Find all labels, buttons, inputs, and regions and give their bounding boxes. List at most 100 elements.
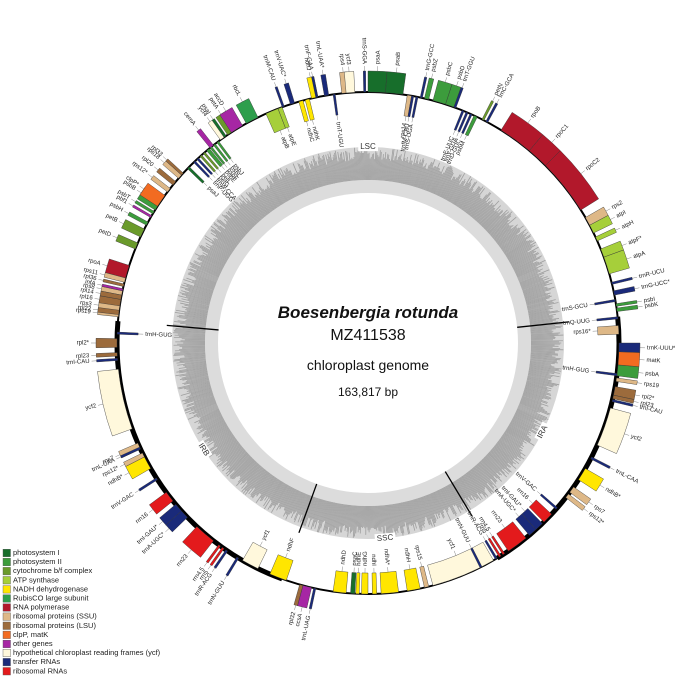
gene-leader [635,395,640,396]
gene-leader [516,513,519,517]
gene-leader [209,177,212,181]
gene-label: psbK [644,302,658,310]
legend-swatch [3,595,11,603]
legend-swatch [3,586,11,594]
gene-label: atpA [633,251,647,261]
gene-leader [465,135,467,140]
gene-label: rpoB [530,106,542,120]
gene-leader [227,161,230,165]
gc-spike [372,506,373,528]
gene-leader [634,401,639,402]
gene-leader [301,607,302,612]
gene-leader [637,383,642,384]
gene-label: ndhH [403,548,412,563]
gene-label: ndhB* [107,474,125,487]
gene-leader [412,117,413,122]
gene-box [386,72,406,95]
gene-box [617,305,638,311]
gene-label: atpF* [628,235,644,246]
gene-label: rps19 [643,381,659,389]
gene-label: trnT-UGU [334,122,343,148]
gene-leader [154,167,158,170]
gene-box [321,74,329,95]
gene-leader [627,257,632,259]
gene-leader [224,164,227,168]
gene-leader [521,508,524,512]
gene-label: petD [98,228,113,239]
gene-box [275,87,284,108]
gene-box [545,151,598,210]
region-label: LSC [360,142,376,151]
gene-leader [426,72,427,77]
gene-leader [453,130,455,135]
gene-label: ycf1 [446,538,456,551]
gene-leader [638,306,643,307]
gene-leader [102,264,107,265]
gene-label: psbA [645,371,659,378]
gene-label: trnH-GUG [562,365,590,374]
gene-label: matK [646,358,660,365]
gene-leader [210,115,213,119]
gene-leader [537,491,541,494]
gene-leader [131,199,135,202]
region-label: SSC [376,533,393,543]
gene-leader [120,464,124,466]
gene-label: rrn23 [176,553,190,568]
gene-leader [196,126,199,130]
genome-length: 163,817 bp [338,385,398,399]
gene-leader [633,405,638,406]
gene-label: rbcL [231,84,242,98]
gene-leader [98,404,103,405]
gene-leader [483,536,486,540]
gene-leader [460,133,462,138]
gene-label: atpH [621,220,635,231]
gene-box [380,571,399,593]
gene-leader [98,279,103,280]
legend-label: ATP synthase [13,575,59,584]
gene-leader [409,564,410,569]
description: chloroplast genome [307,357,429,373]
gene-leader [93,312,98,313]
gene-leader [260,542,262,546]
legend-swatch [3,640,11,648]
gene-leader [342,567,343,572]
gene-box [350,572,355,593]
gene-box [596,371,617,376]
gene-leader [457,81,459,86]
gene-label: ndhG [363,551,369,566]
gene-leader [590,304,595,305]
gene-leader [97,284,102,285]
legend-swatch [3,649,11,657]
gene-box [597,325,618,334]
gene-box [97,358,118,362]
gene-leader [230,159,233,163]
gene-box [361,573,368,594]
gene-leader [212,174,215,178]
gene-box [368,71,387,93]
gene-leader [610,468,614,470]
gene-label: ndhA* [382,549,389,566]
gene-label: psaA [375,50,381,64]
gene-label: rpoC1 [555,123,571,140]
gene-leader [322,70,323,75]
legend-swatch [3,577,11,585]
gene-leader [552,139,555,143]
gene-box [404,568,420,591]
gene-label: petB [105,213,119,224]
gene-box [356,573,360,594]
legend-swatch [3,604,11,612]
gene-box [618,352,640,367]
gene-leader [148,174,152,177]
gene-label: trnV-GAC [110,492,135,511]
gene-leader [312,120,313,125]
gene-leader [606,209,610,211]
gene-label: trnL-CAA [614,469,639,486]
gene-leader [224,576,227,580]
gene-leader [493,97,495,101]
gene-leader [431,74,432,79]
legend-label: other genes [13,639,53,648]
gene-leader [95,298,100,299]
gene-leader [421,562,422,567]
gene-leader [457,132,459,137]
